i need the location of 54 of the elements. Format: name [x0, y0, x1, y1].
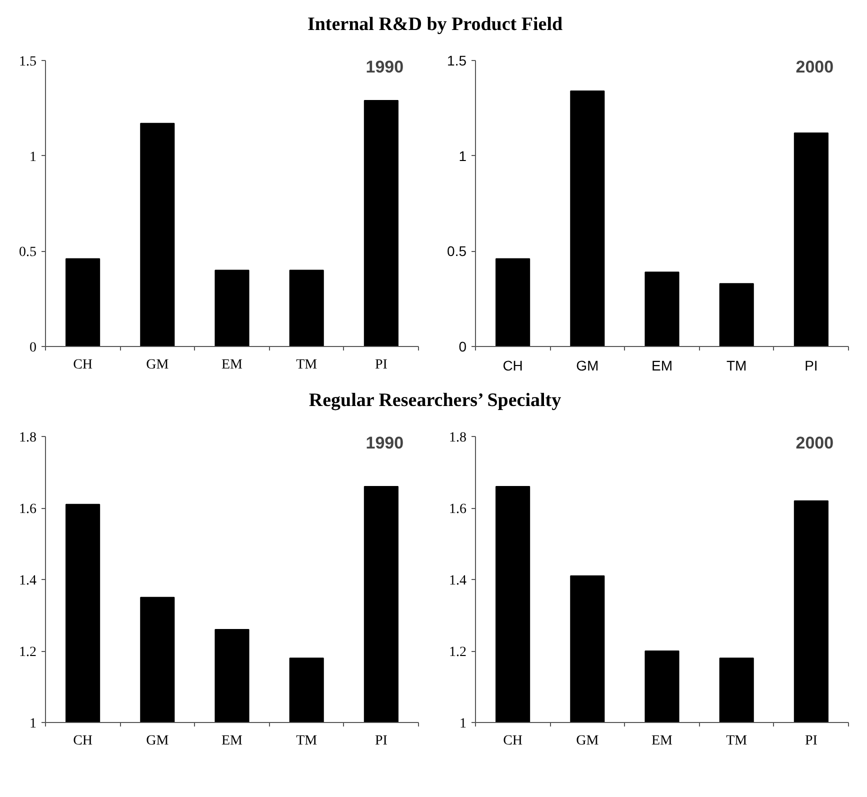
x-tick-label: PI — [804, 734, 818, 748]
y-tick-label: 1 — [30, 150, 36, 165]
y-tick-label: 0.5 — [447, 243, 467, 260]
y-tick-label: 1 — [30, 716, 36, 732]
y-tick-label: 1 — [458, 148, 467, 164]
y-tick-label: 1.8 — [19, 430, 36, 446]
bar — [794, 132, 828, 346]
annotation: 1990 — [366, 434, 404, 452]
bar — [66, 258, 100, 346]
x-tick-label: GM — [576, 358, 599, 374]
x-tick-label: PI — [374, 734, 388, 748]
y-tick-label: 1.4 — [19, 574, 36, 588]
y-tick-label: 1.4 — [449, 574, 466, 588]
x-tick-label: EM — [652, 734, 674, 748]
x-tick-label: CH — [503, 734, 523, 748]
y-tick-label: 0.5 — [19, 245, 36, 260]
annotation: 1990 — [366, 58, 404, 76]
x-tick-label: TM — [726, 358, 747, 374]
annotation: 2000 — [796, 434, 834, 452]
y-tick-label: 0 — [30, 340, 36, 356]
bar — [289, 270, 324, 346]
x-tick-label: TM — [726, 734, 748, 748]
x-tick-label: PI — [804, 358, 818, 374]
chart-title: Regular Researchers’ Specialty — [308, 389, 562, 413]
bar — [719, 283, 754, 346]
y-tick-label: 1.5 — [447, 52, 467, 68]
bar — [496, 258, 530, 346]
bar — [644, 272, 680, 346]
y-tick-label: 1 — [460, 716, 466, 732]
bar — [214, 270, 250, 346]
bar — [570, 90, 605, 346]
x-tick-label: CH — [73, 734, 93, 748]
y-tick-label: 1.6 — [19, 502, 36, 517]
y-tick-label: 0 — [458, 338, 467, 354]
y-tick-label: 1.6 — [449, 502, 466, 517]
y-tick-label: 1.2 — [449, 645, 466, 660]
x-tick-label: EM — [222, 358, 244, 372]
y-tick-label: 1.5 — [19, 54, 36, 70]
x-tick-label: GM — [576, 734, 600, 748]
y-tick-label: 1.8 — [449, 430, 466, 446]
x-tick-label: EM — [222, 734, 244, 748]
x-tick-label: GM — [146, 358, 170, 372]
x-tick-label: GM — [146, 734, 170, 748]
chart-title: Internal R&D by Product Field — [307, 13, 563, 37]
x-tick-label: EM — [652, 358, 672, 374]
x-tick-label: PI — [374, 358, 388, 372]
x-tick-label: CH — [502, 358, 523, 374]
x-tick-label: TM — [296, 358, 318, 372]
x-tick-label: TM — [296, 734, 318, 748]
x-tick-label: CH — [73, 358, 93, 372]
y-tick-label: 1.2 — [19, 645, 36, 660]
bar — [140, 122, 175, 346]
annotation: 2000 — [796, 58, 834, 76]
bar — [364, 100, 398, 346]
